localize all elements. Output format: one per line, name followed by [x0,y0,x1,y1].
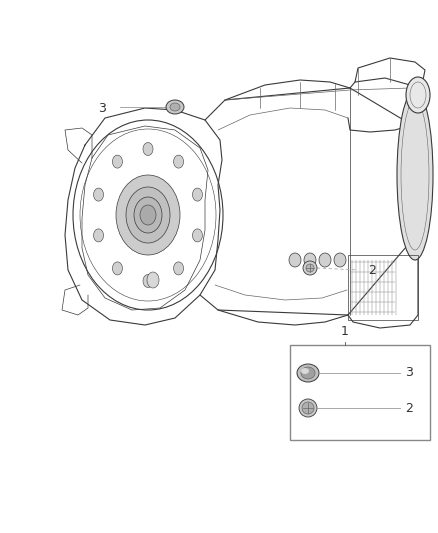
Ellipse shape [173,155,184,168]
Ellipse shape [192,229,202,242]
Text: 3: 3 [98,101,106,115]
Ellipse shape [289,253,301,267]
Ellipse shape [192,188,202,201]
Ellipse shape [140,205,156,225]
Ellipse shape [319,253,331,267]
Text: 2: 2 [368,263,376,277]
Ellipse shape [94,188,103,201]
Ellipse shape [134,197,162,233]
Text: 1: 1 [341,325,349,338]
Ellipse shape [304,253,316,267]
Text: 3: 3 [405,367,413,379]
Ellipse shape [170,103,180,111]
Ellipse shape [303,261,317,275]
Ellipse shape [301,367,315,379]
Ellipse shape [301,368,309,374]
Bar [290,345,430,440]
Ellipse shape [116,175,180,255]
Ellipse shape [94,229,103,242]
Ellipse shape [143,142,153,156]
Ellipse shape [113,155,123,168]
Bar [348,255,418,320]
Ellipse shape [397,90,433,260]
Ellipse shape [166,100,184,114]
Ellipse shape [143,274,153,287]
Ellipse shape [126,187,170,243]
Ellipse shape [147,272,159,288]
Ellipse shape [113,262,123,275]
Ellipse shape [299,399,317,417]
Ellipse shape [406,77,430,113]
Ellipse shape [302,402,314,414]
Ellipse shape [306,264,314,272]
Ellipse shape [297,364,319,382]
Ellipse shape [173,262,184,275]
Ellipse shape [334,253,346,267]
Text: 2: 2 [405,401,413,415]
